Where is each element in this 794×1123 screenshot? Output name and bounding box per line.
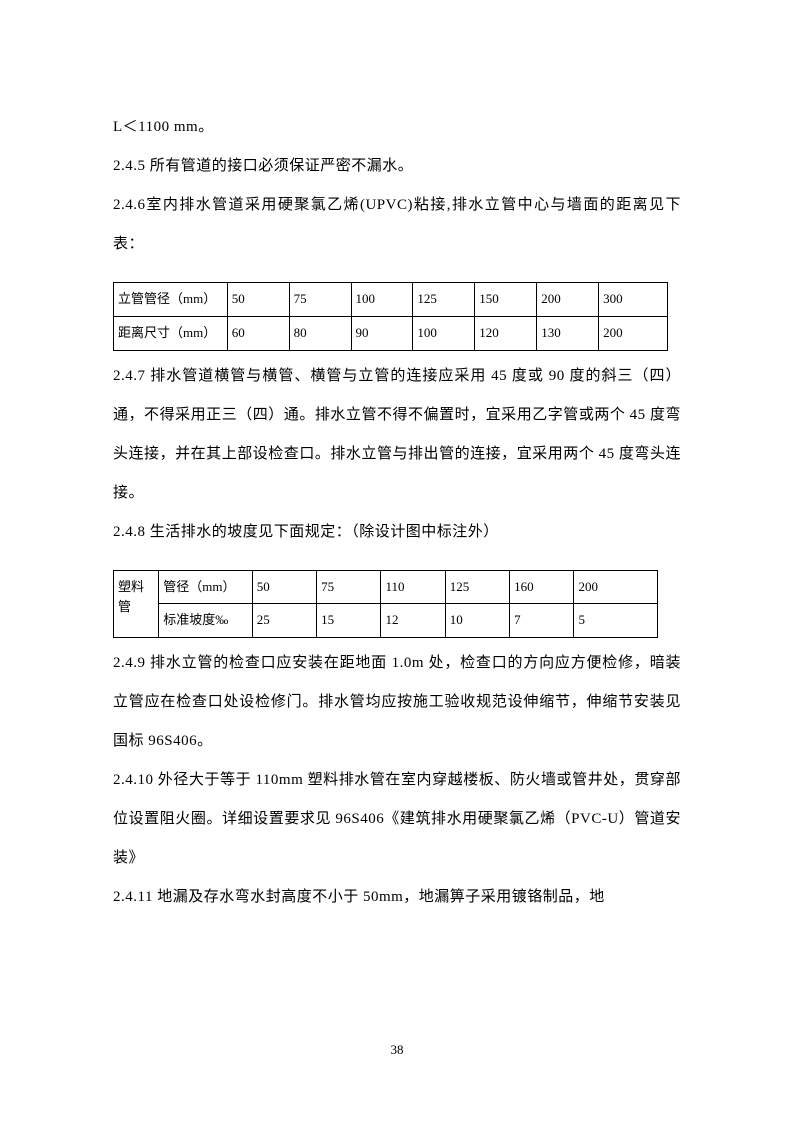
paragraph-2: 2.4.5 所有管道的接口必须保证严密不漏水。: [113, 147, 681, 186]
table-row: 塑料管 管径（mm） 50 75 110 125 160 200: [114, 570, 658, 604]
paragraph-8: 2.4.11 地漏及存水弯水封高度不小于 50mm，地漏箅子采用镀铬制品，地: [113, 878, 681, 917]
table-cell: 7: [510, 604, 574, 638]
table-cell: 100: [413, 316, 475, 350]
table-cell: 100: [351, 283, 413, 317]
page-content: L＜1100 mm。 2.4.5 所有管道的接口必须保证严密不漏水。 2.4.6…: [0, 0, 794, 917]
table-merge-cell: 塑料管: [114, 570, 159, 638]
paragraph-4: 2.4.7 排水管道横管与横管、横管与立管的连接应采用 45 度或 90 度的斜…: [113, 357, 681, 513]
table-cell: 60: [227, 316, 289, 350]
table-cell: 15: [317, 604, 381, 638]
table-cell: 80: [289, 316, 351, 350]
paragraph-7: 2.4.10 外径大于等于 110mm 塑料排水管在室内穿越楼板、防火墙或管井处…: [113, 761, 681, 878]
slope-table: 塑料管 管径（mm） 50 75 110 125 160 200 标准坡度‰ 2…: [113, 570, 658, 639]
table-cell: 25: [252, 604, 316, 638]
table-cell: 10: [445, 604, 509, 638]
table-cell: 5: [574, 604, 658, 638]
page-number: 38: [0, 1042, 794, 1058]
table-cell: 125: [413, 283, 475, 317]
table-cell: 管径（mm）: [159, 570, 253, 604]
table-row: 距离尺寸（mm） 60 80 90 100 120 130 200: [114, 316, 668, 350]
table-row: 立管管径（mm） 50 75 100 125 150 200 300: [114, 283, 668, 317]
table-cell: 50: [252, 570, 316, 604]
pipe-diameter-table: 立管管径（mm） 50 75 100 125 150 200 300 距离尺寸（…: [113, 282, 668, 351]
table-cell: 200: [537, 283, 599, 317]
table-cell: 300: [599, 283, 668, 317]
table-cell: 75: [289, 283, 351, 317]
table-cell: 110: [381, 570, 445, 604]
table-cell: 90: [351, 316, 413, 350]
paragraph-6: 2.4.9 排水立管的检查口应安装在距地面 1.0m 处，检查口的方向应方便检修…: [113, 644, 681, 761]
table-cell: 75: [317, 570, 381, 604]
table-cell: 125: [445, 570, 509, 604]
table-cell: 120: [475, 316, 537, 350]
table-cell: 150: [475, 283, 537, 317]
table-cell: 立管管径（mm）: [114, 283, 228, 317]
table-cell: 50: [227, 283, 289, 317]
table-cell: 标准坡度‰: [159, 604, 253, 638]
table-cell: 130: [537, 316, 599, 350]
paragraph-1: L＜1100 mm。: [113, 108, 681, 147]
table-row: 标准坡度‰ 25 15 12 10 7 5: [114, 604, 658, 638]
table-cell: 距离尺寸（mm）: [114, 316, 228, 350]
table-cell: 160: [510, 570, 574, 604]
paragraph-5: 2.4.8 生活排水的坡度见下面规定：（除设计图中标注外）: [113, 513, 681, 552]
table-cell: 200: [574, 570, 658, 604]
table-cell: 200: [599, 316, 668, 350]
paragraph-3: 2.4.6室内排水管道采用硬聚氯乙烯(UPVC)粘接,排水立管中心与墙面的距离见…: [113, 186, 681, 264]
table-cell: 12: [381, 604, 445, 638]
